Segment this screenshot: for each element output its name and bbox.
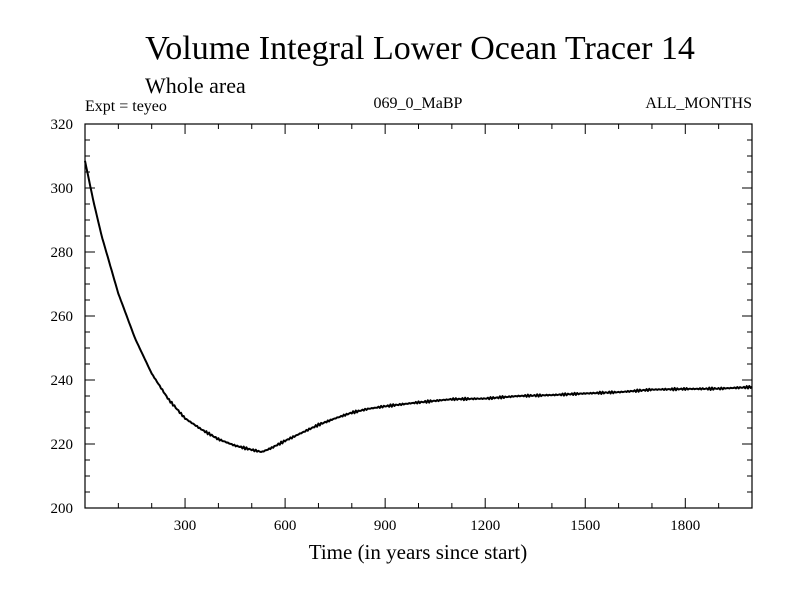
x-tick-label: 600 — [274, 518, 297, 534]
period-label: 069_0_MaBP — [374, 95, 463, 112]
y-tick-label: 280 — [51, 245, 74, 261]
series-line — [84, 160, 753, 453]
chart-subtitle: Whole area — [145, 73, 246, 98]
x-tick-label: 900 — [374, 518, 397, 534]
y-tick-label: 220 — [51, 437, 74, 453]
y-tick-label: 300 — [51, 181, 74, 197]
x-tick-label: 1500 — [570, 518, 600, 534]
x-tick-label: 300 — [174, 518, 197, 534]
plot-frame — [84, 123, 753, 509]
y-tick-label: 200 — [51, 501, 74, 517]
x-axis-label: Time (in years since start) — [309, 540, 528, 564]
series-group — [84, 160, 753, 453]
chart-title: Volume Integral Lower Ocean Tracer 14 — [145, 30, 695, 67]
y-tick-label: 240 — [51, 373, 74, 389]
axis-ticks: 200 220 240 260 280 300 320 300 600 900 1200 1500 18… — [51, 117, 752, 534]
y-tick-label: 260 — [51, 309, 74, 325]
months-label: ALL_MONTHS — [645, 95, 752, 112]
experiment-label: Expt = teyeo — [85, 98, 167, 115]
x-tick-label: 1200 — [470, 518, 500, 534]
y-tick-label: 320 — [51, 117, 74, 133]
x-tick-label: 1800 — [670, 518, 700, 534]
